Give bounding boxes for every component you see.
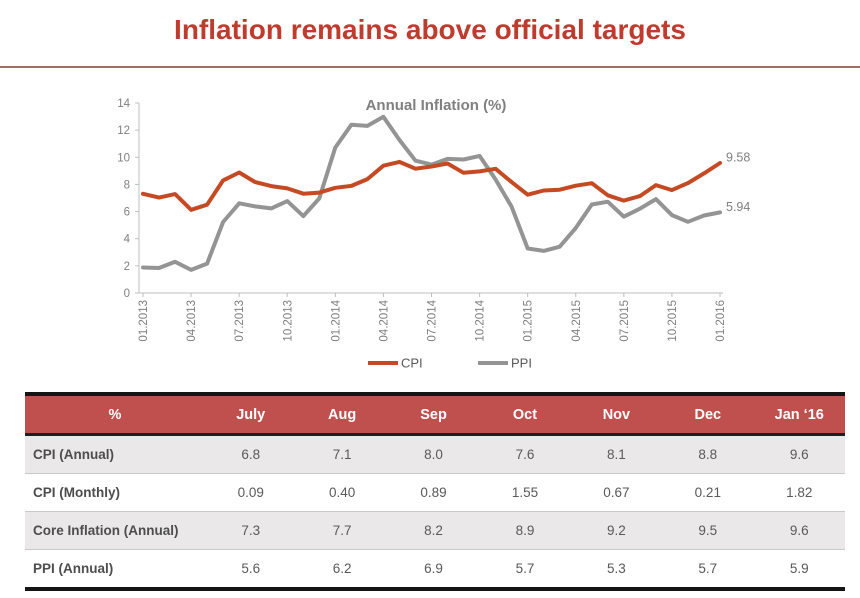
inflation-table-body: CPI (Annual) 6.8 7.1 8.0 7.6 8.1 8.8 9.6 CPI (Mo… bbox=[25, 434, 845, 590]
table-header-cell: Jan ‘16 bbox=[753, 394, 845, 436]
chart-title: Annual Inflation (%) bbox=[366, 97, 507, 114]
table-cell: 6.9 bbox=[424, 561, 443, 576]
table-cell: 0.09 bbox=[205, 473, 297, 512]
x-tick-label: 07.2015 bbox=[619, 300, 631, 342]
table-cell: 0.89 bbox=[387, 473, 480, 512]
x-tick-label: 01.2016 bbox=[715, 300, 727, 342]
table-row-label: CPI (Monthly) bbox=[25, 473, 205, 512]
table-header-cell: July bbox=[205, 394, 297, 436]
table-header-cell: Oct bbox=[479, 394, 571, 436]
table-cell: 7.3 bbox=[205, 511, 297, 550]
x-tick-label: 10.2014 bbox=[475, 299, 487, 341]
y-tick-label: 0 bbox=[124, 288, 130, 300]
table-row-label: Core Inflation (Annual) bbox=[25, 511, 205, 550]
table-cell: 0.21 bbox=[662, 473, 754, 512]
table-cell: 5.7 bbox=[698, 561, 718, 576]
x-tick-label: 04.2013 bbox=[186, 300, 198, 342]
table-cell: 8.2 bbox=[387, 511, 480, 550]
table-header-cell: Aug bbox=[296, 394, 388, 436]
table-header-percent: % bbox=[25, 394, 205, 436]
y-tick-label: 2 bbox=[124, 261, 130, 273]
table-cell: 0.40 bbox=[296, 473, 388, 512]
table-cell: 5.7 bbox=[515, 561, 535, 576]
table-row: Core Inflation (Annual) 7.3 7.7 8.2 8.9 9.2 9.… bbox=[25, 511, 845, 550]
table-row-label: PPI (Annual) bbox=[33, 561, 114, 576]
table-cell: 6.2 bbox=[332, 561, 352, 576]
table-cell: 8.8 bbox=[662, 434, 754, 474]
table-cell: 9.6 bbox=[753, 511, 845, 550]
table-row: PPI (Annual) 5.6 6.2 6.9 5.7 5.3 5.7 5.9 bbox=[25, 550, 845, 590]
ppi-series-line bbox=[141, 114, 722, 272]
y-tick-label: 12 bbox=[117, 125, 130, 137]
y-tick-label: 4 bbox=[124, 234, 131, 246]
x-tick-label: 10.2015 bbox=[667, 300, 679, 342]
table-cell: 7.1 bbox=[296, 434, 388, 474]
x-tick-label: 07.2013 bbox=[234, 300, 246, 342]
table-cell: 5.9 bbox=[789, 561, 809, 576]
y-tick-label: 10 bbox=[117, 152, 130, 164]
table-cell: 9.6 bbox=[753, 434, 845, 474]
table-cell: 8.0 bbox=[387, 434, 480, 474]
table-cell: 7.7 bbox=[296, 511, 388, 550]
table-cell: 8.9 bbox=[479, 511, 571, 550]
ppi-legend-label: PPI bbox=[511, 356, 532, 371]
table-cell: 1.82 bbox=[753, 473, 845, 512]
table-cell: 9.2 bbox=[570, 511, 663, 550]
table-header-cell: Sep bbox=[387, 394, 480, 436]
x-tick-label: 04.2014 bbox=[378, 299, 390, 341]
y-tick-label: 14 bbox=[117, 98, 130, 110]
table-cell: 1.55 bbox=[479, 473, 571, 512]
table-cell: 7.6 bbox=[479, 434, 571, 474]
inflation-table-head: % July Aug Sep Oct Nov Dec Jan ‘16 bbox=[25, 394, 845, 436]
table-cell: 9.5 bbox=[662, 511, 754, 550]
table-cell: 8.1 bbox=[570, 434, 663, 474]
y-tick-label: 6 bbox=[124, 207, 130, 219]
x-tick-label: 01.2015 bbox=[523, 300, 535, 342]
annual-inflation-chart: Annual Inflation (%) 0 2 4 6 8 10 12 14 01.2013 04… bbox=[117, 97, 750, 371]
table-row: CPI (Annual) 6.8 7.1 8.0 7.6 8.1 8.8 9.6 bbox=[25, 434, 845, 474]
slide-title: Inflation remains above official targets bbox=[174, 14, 686, 45]
ppi-end-label: 5.94 bbox=[726, 200, 750, 214]
table-row-label: CPI (Annual) bbox=[25, 434, 205, 474]
table-cell: 5.6 bbox=[241, 561, 261, 576]
y-tick-label: 8 bbox=[124, 179, 130, 191]
table-header-row: % July Aug Sep Oct Nov Dec Jan ‘16 bbox=[25, 394, 845, 436]
x-tick-label: 04.2015 bbox=[571, 300, 583, 342]
x-tick-label: 01.2014 bbox=[330, 299, 342, 341]
table-header-cell: Dec bbox=[662, 394, 754, 436]
cpi-series-line bbox=[141, 159, 722, 212]
table-cell: 6.8 bbox=[205, 434, 297, 474]
title-divider bbox=[0, 66, 860, 68]
x-tick-label: 01.2013 bbox=[138, 300, 150, 342]
table-header-cell: Nov bbox=[570, 394, 663, 436]
inflation-table: % July Aug Sep Oct Nov Dec Jan ‘16 CPI (Annual)… bbox=[25, 392, 845, 591]
x-tick-label: 10.2013 bbox=[282, 300, 294, 342]
cpi-end-label: 9.58 bbox=[726, 150, 750, 164]
table-row: CPI (Monthly) 0.09 0.40 0.89 1.55 0.67 0.21 1.8… bbox=[25, 473, 845, 512]
x-tick-label: 07.2014 bbox=[427, 299, 439, 341]
table-cell: 5.3 bbox=[607, 561, 626, 576]
cpi-legend-label: CPI bbox=[401, 356, 423, 371]
table-cell: 0.67 bbox=[570, 473, 663, 512]
